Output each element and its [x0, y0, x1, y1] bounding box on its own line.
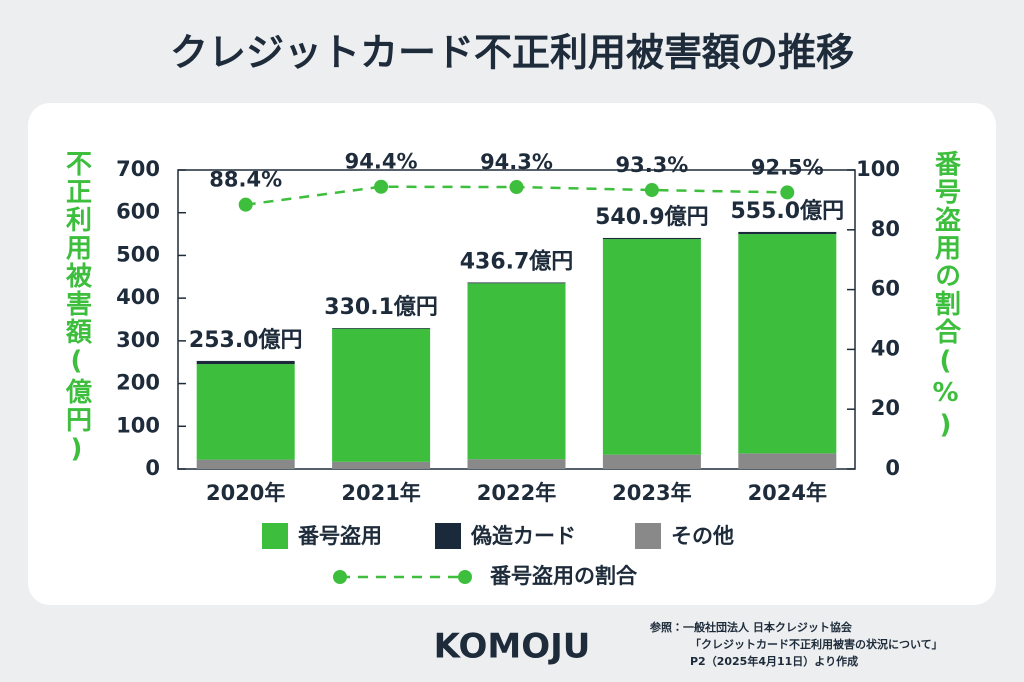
bar-segment [332, 461, 431, 469]
bar-segment [196, 364, 295, 460]
legend-label: 番号盗用の割合 [489, 564, 638, 588]
legend-swatch [635, 523, 661, 549]
chart-title: クレジットカード不正利用被害額の推移 [170, 31, 854, 75]
line-point [238, 197, 253, 212]
bar-segment [738, 453, 837, 469]
bar-segment [467, 282, 566, 284]
bar-segment [738, 234, 837, 454]
y-tick-label: 200 [116, 371, 160, 395]
total-label: 436.7億円 [460, 248, 574, 274]
x-tick-label: 2023年 [612, 481, 691, 505]
y-tick-label: 100 [116, 413, 160, 437]
bar-segment [467, 459, 566, 469]
bar-segment [467, 283, 566, 460]
line-point [780, 185, 795, 200]
y-tick-label: 0 [145, 456, 160, 480]
x-tick-label: 2021年 [341, 481, 420, 505]
legend-swatch [262, 523, 288, 549]
y-axis-title: 不正利用被害額(億円) [62, 150, 93, 466]
y-tick-label: 500 [116, 242, 160, 266]
legend-dot [333, 570, 347, 584]
y2-tick-label: 0 [885, 456, 900, 480]
bar-segment [602, 237, 701, 240]
data-label: 93.3% [615, 153, 688, 177]
legend-label: 番号盗用 [297, 524, 382, 548]
logo: KOMOJU [434, 627, 591, 667]
y-tick-label: 300 [116, 328, 160, 352]
bar-segment [196, 360, 295, 365]
total-label: 555.0億円 [731, 198, 845, 224]
y2-tick-label: 80 [871, 217, 900, 241]
x-tick-label: 2022年 [477, 481, 556, 505]
y-tick-label: 400 [116, 285, 160, 309]
total-label: 540.9億円 [595, 204, 709, 230]
bar-segment [602, 454, 701, 469]
total-label: 253.0億円 [189, 327, 303, 353]
data-label: 94.3% [480, 150, 553, 174]
bar-segment [332, 328, 431, 329]
line-point [644, 183, 659, 198]
y-tick-label: 600 [116, 200, 160, 224]
y-tick-label: 700 [116, 157, 160, 181]
bar-segment [602, 239, 701, 455]
legend-swatch [435, 523, 461, 549]
line-point [374, 179, 389, 194]
y2-tick-label: 100 [856, 157, 900, 181]
y2-tick-label: 40 [871, 336, 900, 360]
bar-segment [196, 459, 295, 469]
legend-dot [458, 570, 472, 584]
bar-segment [332, 328, 431, 462]
source-note: P2（2025年4月11日）より作成 [690, 654, 858, 668]
total-label: 330.1億円 [324, 294, 438, 320]
bar-segment [738, 231, 837, 235]
x-tick-label: 2020年 [206, 481, 285, 505]
legend-label: 偽造カード [470, 524, 576, 548]
source-note: 参照：一般社団法人 日本クレジット協会 [649, 620, 853, 634]
y2-tick-label: 60 [871, 277, 900, 301]
line-point [509, 180, 524, 195]
y2-tick-label: 20 [871, 396, 900, 420]
y2-axis-title: 番号盗用の割合(%) [931, 150, 961, 442]
data-label: 88.4% [209, 168, 282, 192]
source-note: 「クレジットカード不正利用被害の状況について」 [690, 637, 943, 651]
data-label: 92.5% [751, 155, 824, 179]
legend-label: その他 [671, 524, 734, 548]
x-tick-label: 2024年 [748, 481, 827, 505]
data-label: 94.4% [345, 150, 418, 174]
